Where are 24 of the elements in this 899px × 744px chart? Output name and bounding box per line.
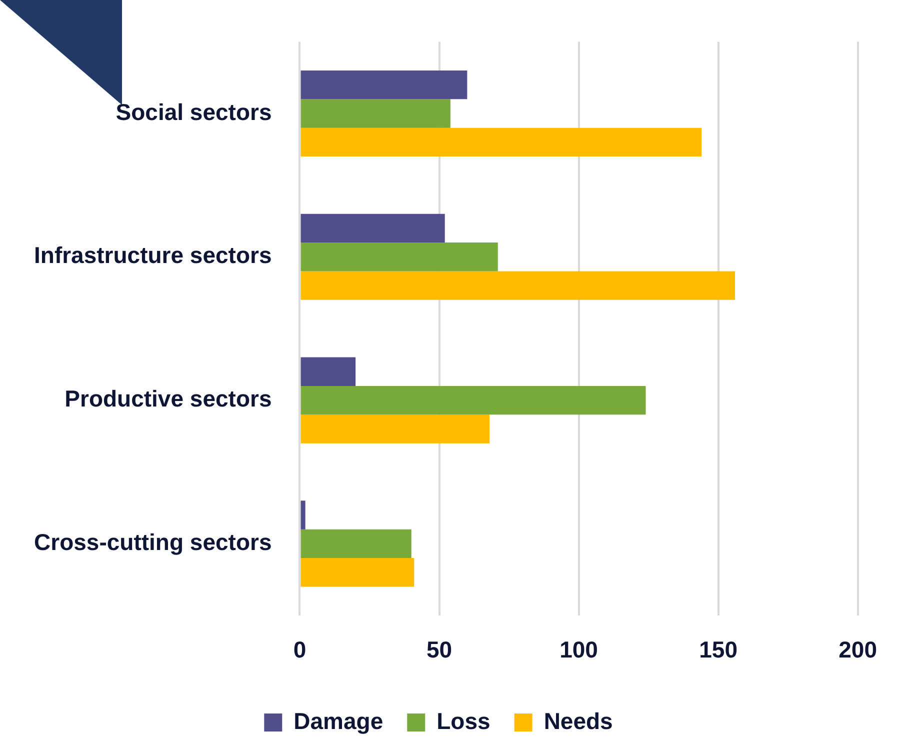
bar [300, 242, 498, 272]
bar [300, 414, 490, 444]
x-tick-label: 200 [838, 636, 877, 663]
bar [300, 214, 445, 243]
bar [300, 128, 702, 157]
legend-label: Needs [544, 708, 613, 734]
y-tick-label: Social sectors [116, 98, 272, 125]
bar [300, 271, 736, 300]
x-tick-label: 0 [293, 636, 306, 663]
y-tick-label: Infrastructure sectors [34, 242, 272, 268]
x-tick-label: 100 [560, 636, 598, 663]
bar [300, 99, 450, 128]
y-tick-label: Productive sectors [64, 386, 272, 412]
bar [300, 70, 468, 100]
x-tick-label: 50 [426, 636, 452, 663]
bar [300, 529, 412, 558]
legend-label: Damage [294, 708, 384, 734]
bar [300, 500, 306, 530]
x-tick-label: 150 [699, 636, 738, 663]
bar [300, 357, 356, 386]
bar [300, 558, 414, 587]
legend-label: Loss [436, 708, 490, 734]
y-tick-label: Cross-cutting sectors [34, 529, 272, 556]
bar [300, 386, 646, 415]
